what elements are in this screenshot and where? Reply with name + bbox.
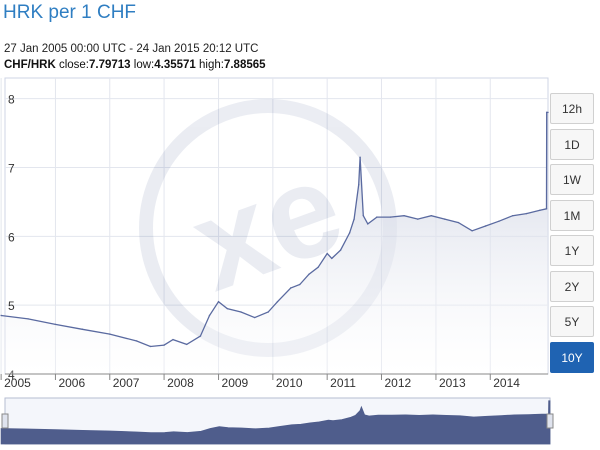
data-point xyxy=(484,225,487,227)
data-point xyxy=(367,223,369,225)
quote-summary: CHF/HRK close:7.79713 low:4.35571 high:7… xyxy=(4,59,266,71)
y-tick-label: 5 xyxy=(8,299,15,313)
timeframe-2y-button[interactable]: 2Y xyxy=(550,270,594,302)
x-tick-label: 2012 xyxy=(384,376,411,390)
timeframe-5y-button[interactable]: 5Y xyxy=(550,306,594,337)
data-point xyxy=(308,273,310,275)
data-point xyxy=(149,345,152,348)
data-point xyxy=(267,311,269,313)
navigator-left-handle xyxy=(1,413,9,429)
low-value: 4.35571 xyxy=(154,59,196,71)
data-point xyxy=(185,343,188,346)
data-point xyxy=(471,230,473,232)
timeframe-12h-button[interactable]: 12h xyxy=(550,93,594,124)
x-tick-label: 2009 xyxy=(222,376,249,390)
data-point xyxy=(358,183,360,186)
data-point xyxy=(253,316,256,319)
high-label: high: xyxy=(199,59,224,71)
x-tick-label: 2008 xyxy=(167,376,194,390)
data-point xyxy=(163,344,165,346)
data-point xyxy=(331,257,333,260)
x-tick-label: 2013 xyxy=(439,376,466,390)
data-point xyxy=(444,218,446,220)
high-value: 7.88565 xyxy=(223,59,266,71)
data-point xyxy=(339,249,342,251)
x-tick-label: 2014 xyxy=(493,376,520,390)
data-point xyxy=(317,266,319,269)
data-point xyxy=(276,301,279,303)
data-point xyxy=(299,283,301,286)
data-point xyxy=(376,216,378,218)
timeframe-1d-button[interactable]: 1D xyxy=(550,128,594,160)
pair-label: CHF/HRK xyxy=(4,59,56,71)
data-point xyxy=(348,232,351,234)
timeframe-1m-button[interactable]: 1M xyxy=(550,199,594,231)
close-value: 7.79713 xyxy=(89,59,131,71)
data-point xyxy=(547,111,549,114)
data-point xyxy=(27,318,29,320)
x-tick-label: 2010 xyxy=(276,376,303,390)
price-area xyxy=(1,112,549,375)
data-point xyxy=(199,335,202,337)
close-label: close: xyxy=(58,59,89,71)
data-point xyxy=(498,220,500,222)
data-point xyxy=(545,208,548,210)
y-tick-label: 7 xyxy=(8,161,15,175)
y-tick-label: 8 xyxy=(8,93,15,107)
data-point xyxy=(525,212,528,215)
data-point xyxy=(512,214,514,217)
x-tick-label: 2005 xyxy=(4,376,31,390)
data-point xyxy=(290,287,292,289)
data-point xyxy=(172,338,174,341)
chart-title: HRK per 1 CHF xyxy=(3,2,137,23)
timeframe-10y-button[interactable]: 10Y xyxy=(550,341,594,373)
navigator-right-handle xyxy=(546,413,554,429)
x-tick-label: 2006 xyxy=(58,376,85,390)
y-tick-label: 6 xyxy=(8,230,15,244)
data-point xyxy=(240,311,242,313)
date-range: 27 Jan 2005 00:00 UTC - 24 Jan 2015 20:1… xyxy=(4,43,259,55)
x-tick-label: 2007 xyxy=(113,376,140,390)
data-point xyxy=(54,323,57,326)
data-point xyxy=(135,340,138,342)
low-label: low: xyxy=(133,59,155,71)
data-point xyxy=(539,209,541,211)
data-point xyxy=(353,218,355,220)
data-point xyxy=(457,221,460,224)
data-point xyxy=(208,314,211,317)
x-tick-label: 2011 xyxy=(330,376,356,390)
data-point xyxy=(430,214,433,217)
data-point xyxy=(362,214,365,217)
data-point xyxy=(326,252,328,255)
timeframe-1y-button[interactable]: 1Y xyxy=(550,235,594,266)
data-point xyxy=(109,333,111,335)
navigator-area xyxy=(0,400,551,445)
data-point xyxy=(417,218,419,220)
data-point xyxy=(359,156,361,158)
data-point xyxy=(389,216,392,218)
y-tick-label: 4 xyxy=(8,368,15,382)
data-point xyxy=(0,314,2,317)
timeframe-1w-button[interactable]: 1W xyxy=(550,164,594,195)
data-point xyxy=(217,301,220,303)
data-point xyxy=(81,328,84,330)
data-point xyxy=(545,111,548,114)
data-point xyxy=(403,214,405,217)
data-point xyxy=(226,307,229,310)
